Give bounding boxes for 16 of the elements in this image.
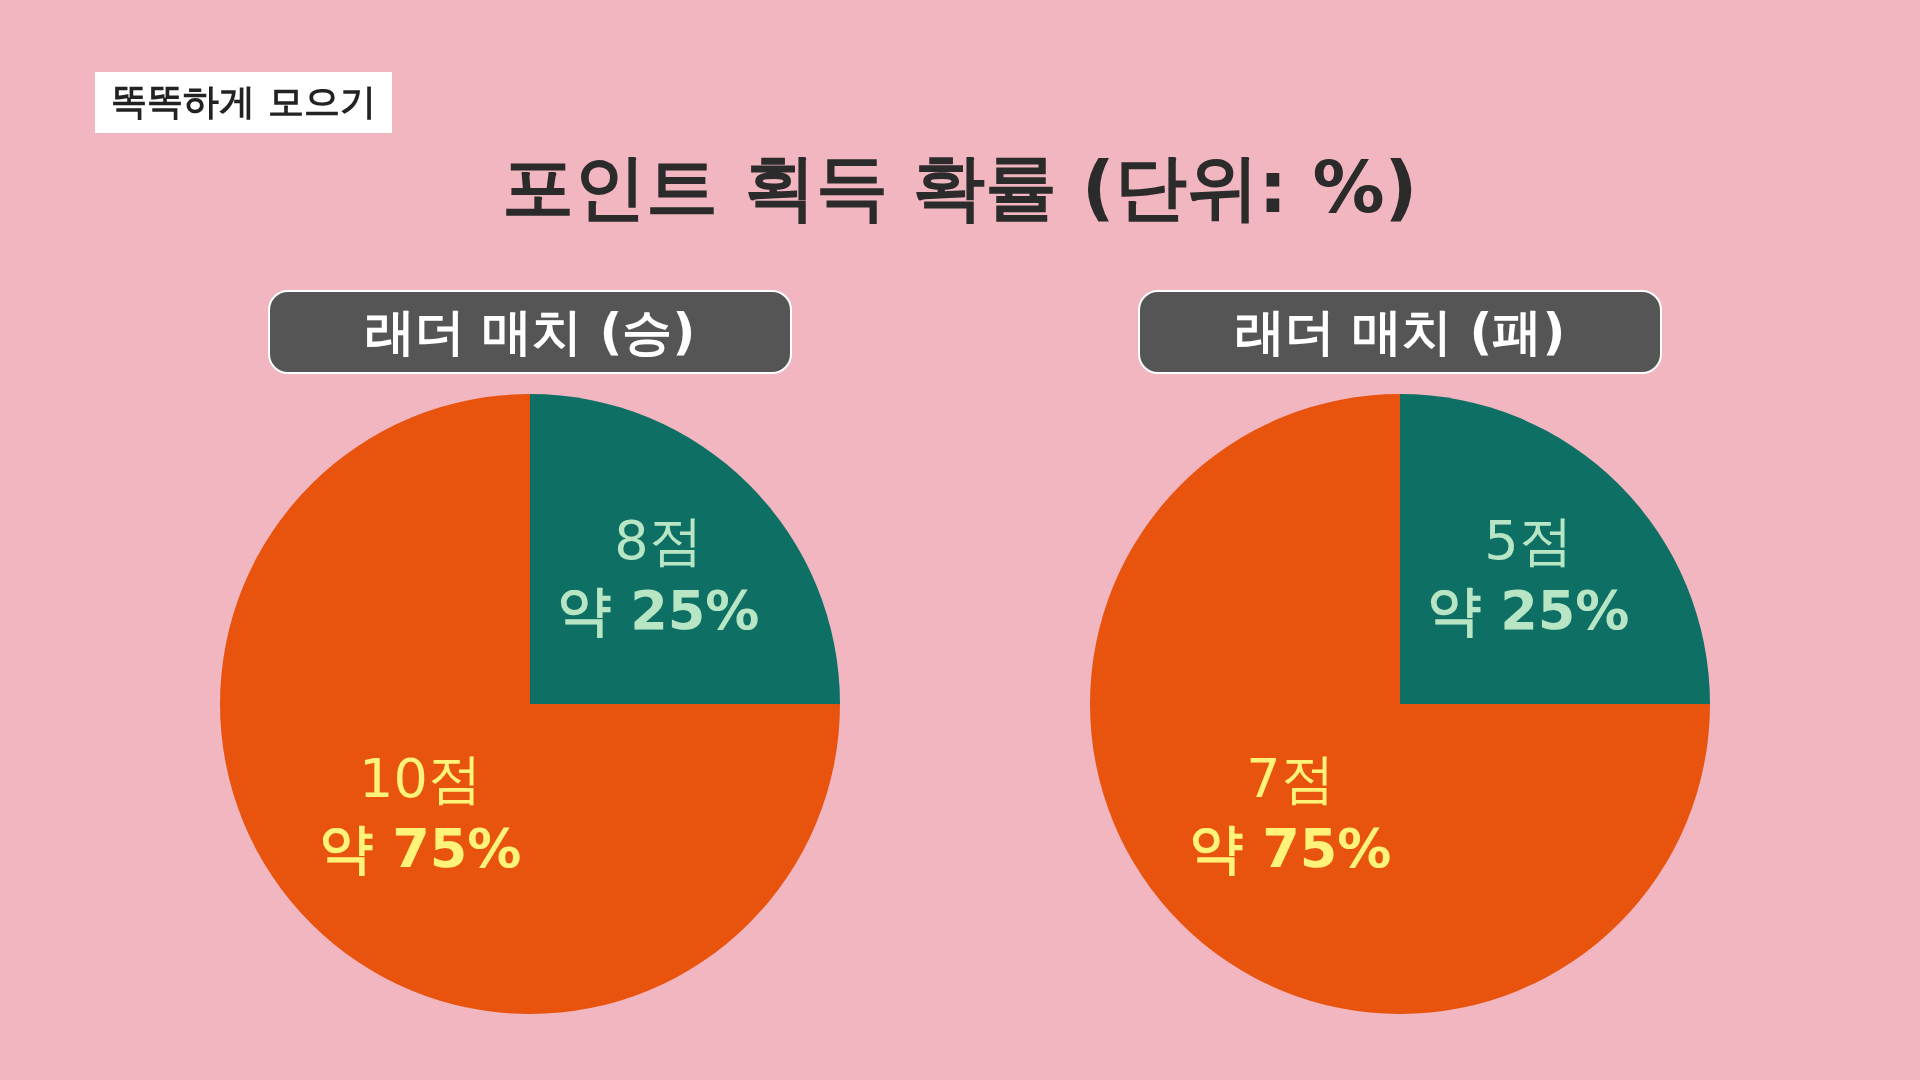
chart-title: 래더 매치 (패): [1138, 290, 1662, 374]
slice-label: 10점: [359, 747, 482, 810]
pie-slice: [1090, 394, 1710, 1014]
slice-label: 8점: [614, 508, 703, 572]
chart-subtitle: 포인트 획득 확률 (단위: %): [501, 144, 1419, 231]
data-label: 약 75%: [1189, 817, 1392, 881]
pie-slice: [1400, 394, 1710, 704]
slice-label: 5점: [1484, 508, 1573, 572]
text: 똑똑하게 모으기: [95, 72, 392, 133]
chart-title: 래더 매치 (승): [268, 290, 792, 374]
data-label: 약 25%: [1427, 579, 1630, 643]
data-label: 약 75%: [319, 817, 522, 881]
pie-slice: [530, 394, 840, 704]
data-label: 약 25%: [557, 579, 760, 643]
pie-slice: [220, 394, 840, 1014]
slice-label: 7점: [1246, 747, 1335, 810]
